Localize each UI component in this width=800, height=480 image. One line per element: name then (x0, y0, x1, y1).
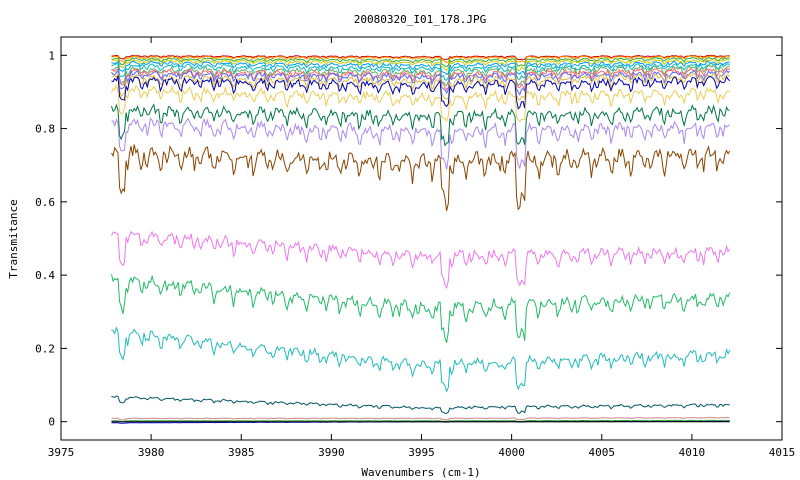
plot-frame (60, 36, 783, 441)
x-tick-label: 3990 (318, 446, 345, 459)
series-line (111, 103, 730, 147)
x-tick-label: 3980 (138, 446, 165, 459)
x-tick-label: 4015 (769, 446, 796, 459)
series-line (111, 62, 730, 81)
x-tick-label: 4005 (589, 446, 616, 459)
series-line (111, 144, 731, 211)
y-tick-label: 0.2 (35, 342, 55, 355)
series-line (111, 67, 731, 92)
series-line (111, 60, 730, 76)
x-tick-label: 3995 (408, 446, 435, 459)
y-tick-label: 0.8 (35, 123, 55, 136)
y-tick-label: 0.6 (35, 196, 55, 209)
series-line (111, 83, 730, 123)
x-tick-label: 3985 (228, 446, 255, 459)
y-tick-label: 1 (48, 49, 55, 62)
series-line (111, 75, 731, 110)
series-line (111, 395, 730, 414)
x-tick-label: 4010 (679, 446, 706, 459)
x-tick-label: 4000 (498, 446, 525, 459)
series-line (111, 71, 731, 101)
series-line (111, 274, 731, 343)
series-line (111, 416, 730, 421)
x-tick-label: 3975 (48, 446, 75, 459)
series-line (111, 326, 731, 393)
series-line (111, 69, 731, 96)
chart-title: 20080320_I01_178.JPG (354, 13, 486, 26)
x-axis-title: Wavenumbers (cm-1) (361, 466, 480, 479)
series-line (111, 117, 730, 170)
series-line (111, 54, 730, 61)
series-line (111, 419, 730, 423)
y-axis-title: Transmitance (7, 199, 20, 278)
series-line (111, 55, 730, 64)
series-line (111, 58, 730, 72)
series-line (111, 230, 731, 290)
y-tick-label: 0 (48, 416, 55, 429)
series-line (111, 64, 730, 87)
series-line (111, 56, 730, 68)
y-tick-label: 0.4 (35, 269, 55, 282)
